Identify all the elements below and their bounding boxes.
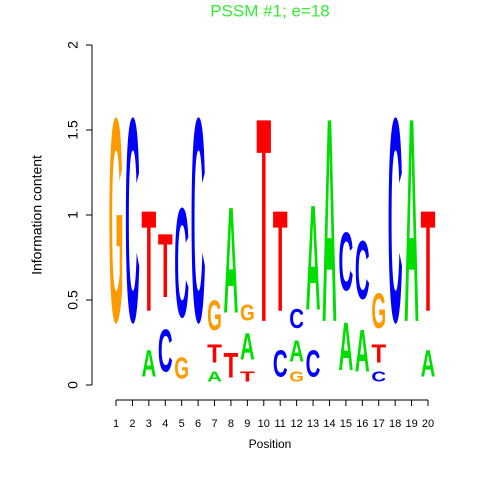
x-tick-label: 14	[323, 418, 335, 430]
x-tick-label: 12	[291, 418, 303, 430]
logo-letter: T	[158, 216, 173, 317]
logo-letter: G	[207, 291, 222, 339]
logo-letter: G	[109, 57, 124, 383]
x-tick-label: 15	[340, 418, 352, 430]
logo-letter: A	[421, 343, 436, 385]
logo-letter: A	[404, 57, 419, 383]
y-tick-label: 1.5	[65, 120, 81, 140]
x-tick-label: 9	[244, 418, 250, 430]
x-tick-label: 4	[162, 418, 168, 430]
logo-letter: C	[273, 343, 288, 385]
x-tick-label: 7	[211, 418, 217, 430]
logo-letter: T	[141, 180, 156, 342]
y-tick-label: 0.5	[65, 290, 81, 310]
x-tick-label: 16	[356, 418, 368, 430]
logo-letter: C	[388, 57, 403, 383]
logo-letter: G	[371, 284, 386, 340]
x-tick-label: 6	[195, 418, 201, 430]
logo-letter: G	[289, 368, 304, 386]
chart-title: PSSM #1; e=18	[210, 1, 330, 20]
x-tick-label: 11	[274, 418, 285, 430]
logo-letter: T	[421, 180, 436, 342]
logo-letter: C	[191, 57, 206, 383]
logo-letter: C	[158, 317, 173, 385]
logo-letter: T	[256, 57, 271, 383]
x-axis-label: Position	[249, 437, 292, 451]
logo-letter: C	[339, 215, 354, 308]
logo-letter: T	[207, 340, 222, 369]
y-tick-label: 0	[65, 381, 81, 389]
logo-letter: C	[289, 304, 304, 335]
logo-letter: A	[207, 368, 222, 385]
logo-letter: A	[355, 317, 370, 385]
x-tick-label: 19	[405, 418, 417, 430]
logo-letter: T	[371, 340, 386, 369]
x-tick-label: 17	[373, 418, 385, 430]
x-tick-label: 2	[129, 418, 135, 430]
logo-letter: G	[240, 301, 255, 326]
logo-letter: T	[240, 369, 256, 386]
x-tick-label: 10	[258, 418, 270, 430]
y-axis-label: Information content	[29, 155, 45, 275]
logo-letter: G	[174, 352, 189, 386]
logo-letter: C	[306, 343, 321, 385]
logo-letter: A	[339, 308, 354, 385]
y-tick-label: 2	[65, 41, 81, 49]
logo-letter: A	[306, 174, 321, 342]
x-tick-label: 18	[389, 418, 401, 430]
logo-letter: A	[240, 326, 255, 368]
logo-letter: T	[224, 347, 239, 385]
x-tick-label: 8	[228, 418, 234, 430]
x-tick-label: 13	[307, 418, 319, 430]
logo-letter: T	[273, 180, 288, 342]
logo-letter: C	[371, 368, 386, 385]
logo-letter: A	[322, 57, 337, 383]
x-tick-label: 3	[146, 418, 152, 430]
logo-letter: C	[355, 223, 370, 316]
logo-letter: A	[289, 336, 304, 369]
x-tick-label: 5	[179, 418, 185, 430]
y-tick-label: 1	[65, 211, 81, 219]
logo-letter: A	[141, 343, 156, 385]
x-tick-label: 20	[422, 418, 434, 430]
logo-letter: C	[174, 175, 189, 350]
logo-letter: C	[125, 57, 140, 383]
x-tick-label: 1	[113, 418, 119, 430]
logo-letter: A	[224, 175, 239, 345]
